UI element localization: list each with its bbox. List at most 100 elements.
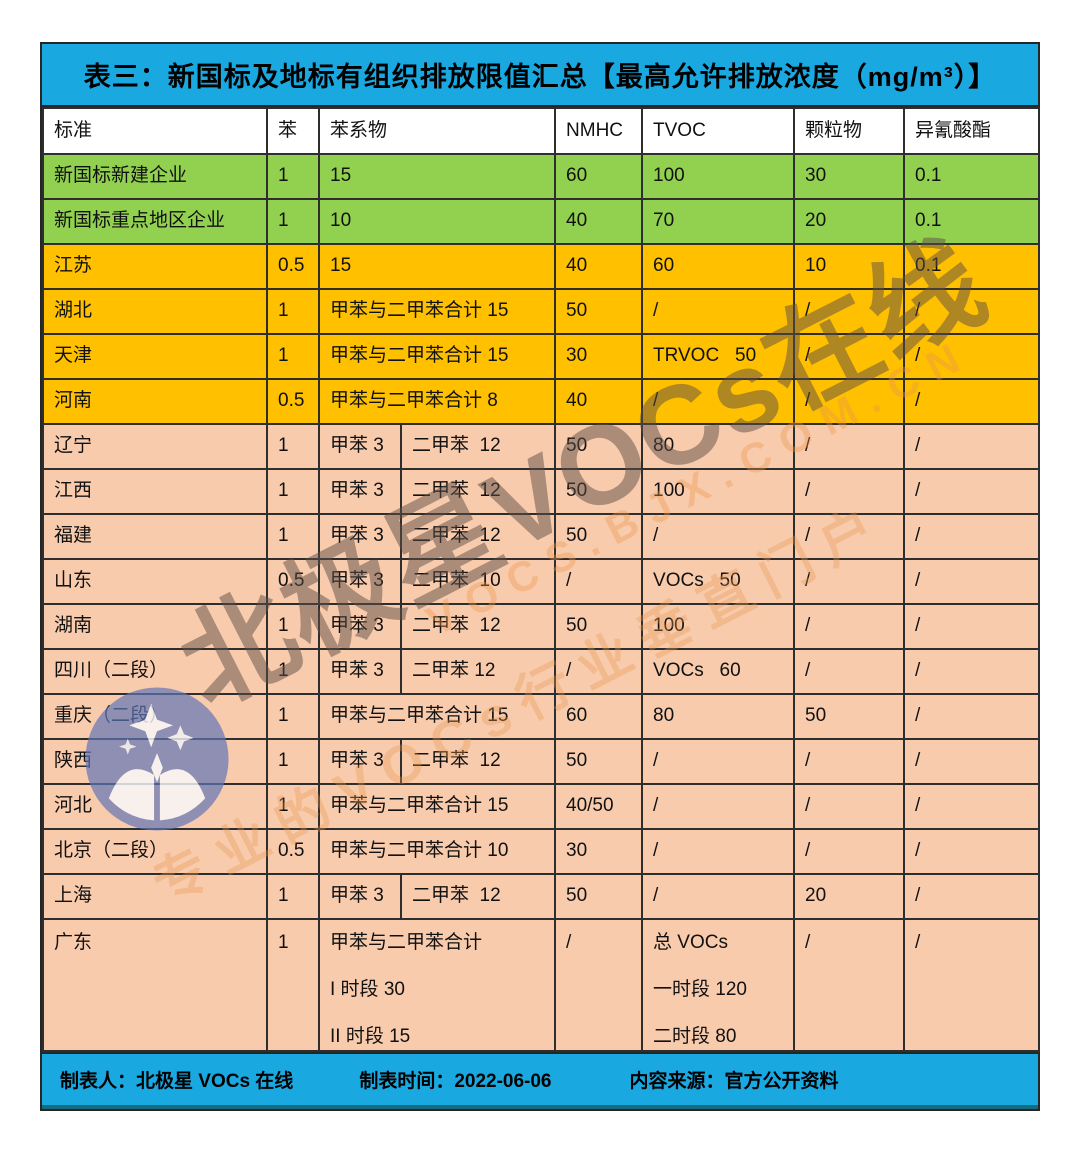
column-header-3: NMHC	[554, 107, 644, 155]
cell-xylene: 二甲苯 10	[399, 558, 557, 605]
cell-isocyanate: /	[903, 423, 1041, 470]
cell-toluene: 甲苯 3	[318, 468, 402, 515]
cell-tvoc: 60	[641, 243, 796, 290]
row-label: 河南	[42, 378, 268, 425]
cell-benzene: 1	[266, 603, 320, 650]
table-row-广东: 广东 1 甲苯与二甲苯合计 I 时段 30 II 时段 15 / 总 VOCs 一时段 120…	[42, 917, 1041, 1053]
cell-particulate: /	[793, 423, 906, 470]
cell-particulate: 50	[793, 693, 906, 740]
cell-toluene: 甲苯 3	[318, 513, 402, 560]
table-row-四川（二段）: 四川（二段） 1 甲苯 3 二甲苯 12/VOCs 60//	[42, 648, 1041, 695]
cell-isocyanate: /	[903, 333, 1041, 380]
cell-benzene: 1	[266, 288, 320, 335]
table-row-天津: 天津 1 甲苯与二甲苯合计 15 30 TRVOC 50//	[42, 333, 1041, 380]
row-label: 福建	[42, 513, 268, 560]
cell-benzene: 1	[266, 153, 320, 200]
cell-tvoc: /	[641, 783, 796, 830]
cell-tvoc: VOCs 60	[641, 648, 796, 695]
row-label: 广东	[42, 917, 268, 1053]
cell-particulate: /	[793, 828, 906, 875]
cell-benzene: 1	[266, 423, 320, 470]
table-row-北京（二段）: 北京（二段） 0.5 甲苯与二甲苯合计 10 30// /	[42, 828, 1041, 875]
cell-nmhc: 40/50	[554, 783, 644, 830]
cell-isocyanate: /	[903, 288, 1041, 335]
row-label: 江西	[42, 468, 268, 515]
cell-nmhc: 60	[554, 153, 644, 200]
table-row-河南: 河南 0.5 甲苯与二甲苯合计 8 40// /	[42, 378, 1041, 425]
cell-isocyanate: 0.1	[903, 243, 1041, 290]
cell-tvoc: 100	[641, 468, 796, 515]
cell-toluene: 甲苯 3	[318, 603, 402, 650]
cell-benzene-series: 甲苯与二甲苯合计 8	[317, 378, 557, 425]
cell-particulate: 10	[793, 243, 906, 290]
cell-xylene: 二甲苯 12	[399, 603, 557, 650]
cell-xylene: 二甲苯 12	[399, 873, 557, 920]
emission-limits-table-card: 表三：新国标及地标有组织排放限值汇总【最高允许排放浓度（mg/m³）】 标准苯苯…	[40, 42, 1041, 1112]
cell-nmhc: /	[554, 558, 644, 605]
cell-isocyanate: /	[903, 873, 1041, 920]
column-header-5: 颗粒物	[793, 107, 906, 155]
footer-bar: 制表人：北极星 VOCs 在线 制表时间：2022-06-06 内容来源：官方公…	[42, 1052, 1038, 1110]
cell-benzene-series-line-2: II 时段 15	[330, 1025, 411, 1047]
cell-nmhc: 50	[554, 468, 644, 515]
cell-toluene: 甲苯 3	[318, 648, 402, 695]
footer-creator: 制表人：北极星 VOCs 在线	[60, 1071, 294, 1093]
cell-particulate: /	[793, 558, 906, 605]
cell-isocyanate: 0.1	[903, 153, 1041, 200]
cell-tvoc: /	[641, 378, 796, 425]
cell-tvoc-line-2: 二时段 80	[653, 1025, 737, 1047]
cell-particulate: 30	[793, 153, 906, 200]
column-header-1: 苯	[266, 107, 320, 155]
cell-tvoc: 总 VOCs 一时段 120 二时段 80	[641, 917, 796, 1053]
emission-limits-table: 标准苯苯系物 NMHC TVOC 颗粒物 异氰酸酯 新国标新建企业 1 15 60 100 30 0…	[42, 107, 1041, 1053]
column-header-4: TVOC	[641, 107, 796, 155]
footer-date: 制表时间：2022-06-06	[359, 1071, 552, 1093]
cell-tvoc-line-0: 总 VOCs	[653, 932, 728, 953]
cell-benzene: 1	[266, 198, 320, 245]
cell-benzene: 1	[266, 693, 320, 740]
cell-tvoc: /	[641, 513, 796, 560]
cell-toluene: 甲苯 3	[318, 558, 402, 605]
cell-particulate: /	[793, 378, 906, 425]
cell-benzene: 1	[266, 333, 320, 380]
cell-benzene: 1	[266, 738, 320, 785]
cell-toluene: 甲苯 3	[318, 423, 402, 470]
cell-tvoc: /	[641, 738, 796, 785]
cell-benzene-series: 甲苯与二甲苯合计 10	[317, 828, 557, 875]
row-label: 北京（二段）	[42, 828, 268, 875]
cell-xylene: 二甲苯 12	[399, 738, 557, 785]
cell-nmhc: 40	[554, 198, 644, 245]
cell-benzene: 1	[266, 468, 320, 515]
cell-benzene-series: 甲苯与二甲苯合计 I 时段 30 II 时段 15	[317, 917, 557, 1053]
cell-isocyanate: /	[903, 603, 1041, 650]
cell-particulate: /	[793, 288, 906, 335]
cell-isocyanate: /	[903, 693, 1041, 740]
cell-isocyanate: /	[903, 783, 1041, 830]
table-row-新国标新建企业: 新国标新建企业 1 15 60 100 30 0.1	[42, 153, 1041, 200]
cell-nmhc: 50	[554, 603, 644, 650]
cell-benzene: 1	[266, 648, 320, 695]
cell-benzene: 0.5	[266, 243, 320, 290]
row-label: 辽宁	[42, 423, 268, 470]
cell-nmhc: 40	[554, 243, 644, 290]
cell-isocyanate: /	[903, 558, 1041, 605]
cell-tvoc: 100	[641, 603, 796, 650]
footer-source: 内容来源：官方公开资料	[629, 1071, 839, 1093]
cell-nmhc: 50	[554, 288, 644, 335]
cell-benzene-series: 15	[317, 243, 557, 290]
cell-nmhc: 30	[554, 333, 644, 380]
row-label: 山东	[42, 558, 268, 605]
cell-particulate: /	[793, 513, 906, 560]
table-row-新国标重点地区企业: 新国标重点地区企业 1 10 40 70 20 0.1	[42, 198, 1041, 245]
cell-toluene: 甲苯 3	[318, 873, 402, 920]
table-row-湖南: 湖南 1 甲苯 3 二甲苯 12 50 100//	[42, 603, 1041, 650]
cell-benzene-series: 10	[317, 198, 557, 245]
cell-benzene-series-line-0: 甲苯与二甲苯合计	[330, 932, 483, 953]
cell-benzene: 0.5	[266, 828, 320, 875]
cell-xylene: 二甲苯 12	[399, 513, 557, 560]
cell-tvoc: 80	[641, 423, 796, 470]
cell-benzene: 1	[266, 873, 320, 920]
table-row-山东: 山东 0.5 甲苯 3 二甲苯 10/VOCs 50//	[42, 558, 1041, 605]
cell-nmhc: 60	[554, 693, 644, 740]
cell-tvoc: 80	[641, 693, 796, 740]
